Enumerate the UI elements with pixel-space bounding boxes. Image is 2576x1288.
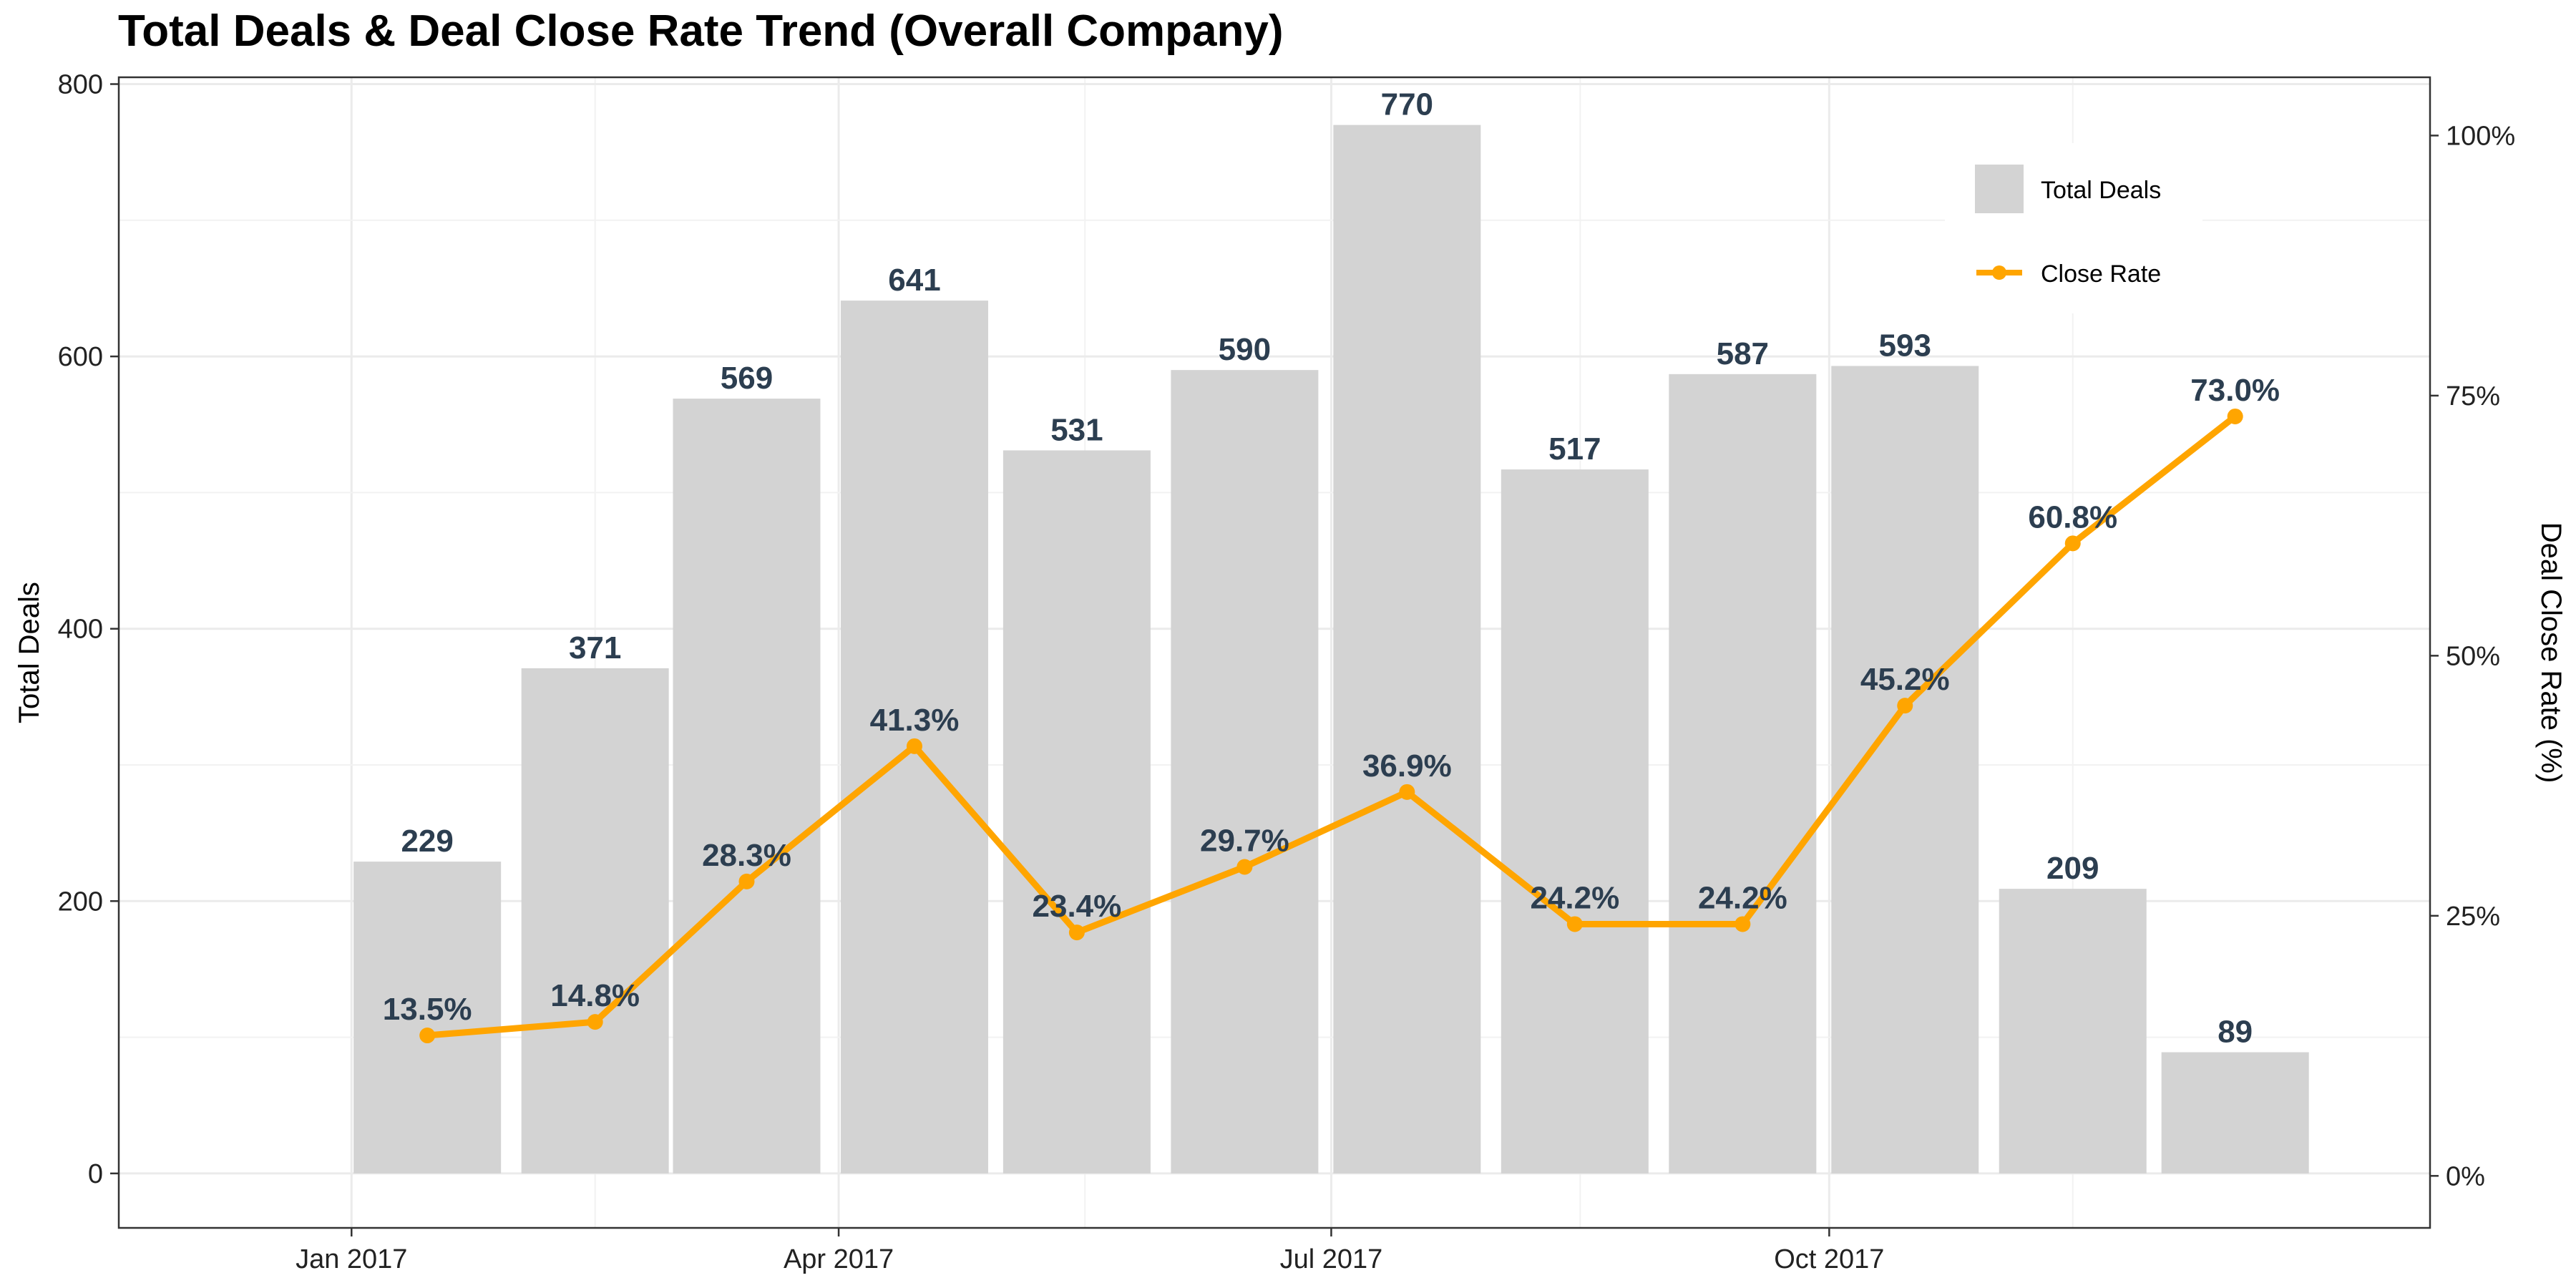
close-rate-value-label: 24.2% [1698, 880, 1787, 915]
close-rate-value-label: 14.8% [550, 978, 640, 1013]
bar-value-label: 531 [1050, 412, 1103, 447]
chart-title: Total Deals & Deal Close Rate Trend (Ove… [118, 6, 1284, 56]
close-rate-value-label: 28.3% [702, 838, 791, 873]
close-rate-value-label: 29.7% [1200, 824, 1289, 859]
bar-value-label: 209 [2046, 851, 2099, 886]
y-left-tick-label: 600 [58, 342, 103, 372]
bar-value-label: 587 [1717, 336, 1769, 371]
y-left-tick-label: 200 [58, 887, 103, 917]
y-left-tick-label: 0 [88, 1159, 103, 1189]
close-rate-line-group [419, 408, 2243, 1044]
y-right-tick-label: 100% [2446, 121, 2515, 151]
y-right-tick-label: 50% [2446, 641, 2500, 671]
close-rate-point [1236, 859, 1253, 875]
bar-total-deals [1002, 450, 1151, 1174]
bar-total-deals [1999, 889, 2147, 1174]
bar-total-deals [1333, 125, 1481, 1174]
close-rate-point [2227, 408, 2243, 424]
legend-label-total-deals: Total Deals [2041, 177, 2161, 204]
bar-total-deals [353, 862, 502, 1174]
legend-key-total-deals [1975, 165, 2024, 213]
axes: 0 200 400 600 800 0% 25% 50% 75% 100% Jan 2017 Apr … [14, 70, 2567, 1274]
close-rate-value-label: 45.2% [1860, 662, 1950, 697]
close-rate-point [587, 1014, 603, 1030]
close-rate-line [424, 413, 2239, 1039]
close-rate-value-label: 23.4% [1033, 889, 1122, 924]
bar-value-label: 593 [1879, 328, 1931, 363]
legend-key-close-rate-point [1992, 265, 2006, 280]
bar-value-label: 569 [721, 361, 773, 396]
bar-value-label: 371 [569, 630, 621, 665]
close-rate-value-label: 73.0% [2190, 373, 2280, 408]
close-rate-point [2064, 535, 2081, 552]
bar-value-label: 89 [2218, 1015, 2253, 1050]
bar-value-label: 590 [1219, 332, 1271, 367]
close-rate-point [1566, 916, 1583, 932]
x-tick-label: Jan 2017 [296, 1244, 407, 1274]
y-right-axis-title: Deal Close Rate (%) [2535, 522, 2567, 784]
y-right-tick-label: 0% [2446, 1161, 2485, 1191]
bar-value-label: 770 [1381, 87, 1433, 122]
bar-total-deals [1669, 374, 1817, 1174]
bar-total-deals [673, 399, 821, 1174]
legend-label-close-rate: Close Rate [2041, 260, 2161, 288]
close-rate-point [738, 873, 755, 889]
close-rate-value-label: 36.9% [1362, 748, 1452, 784]
close-rate-value-label: 41.3% [870, 703, 960, 738]
bar-total-deals [521, 668, 669, 1174]
close-rate-point [419, 1028, 436, 1044]
close-rate-value-label: 60.8% [2028, 499, 2117, 535]
y-left-axis-title: Total Deals [14, 582, 45, 723]
close-rate-value-label: 24.2% [1530, 880, 1619, 915]
bar-value-label: 641 [888, 263, 940, 298]
bar-value-label: 517 [1548, 431, 1601, 467]
close-rate-point [1399, 784, 1415, 800]
y-left-tick-label: 400 [58, 615, 103, 645]
y-right-tick-label: 25% [2446, 902, 2500, 932]
close-rate-point [1735, 916, 1751, 932]
x-tick-label: Apr 2017 [784, 1244, 894, 1274]
close-rate-value-label: 13.5% [383, 992, 472, 1027]
bar-total-deals [1171, 370, 1319, 1174]
x-tick-label: Jul 2017 [1280, 1244, 1383, 1274]
y-right-tick-label: 75% [2446, 381, 2500, 411]
legend: Total Deals Close Rate [1945, 143, 2202, 313]
bar-total-deals [840, 301, 988, 1174]
bar-total-deals [1501, 469, 1649, 1174]
close-rate-point [1897, 698, 1913, 714]
data-labels: 229 371 569 641 531 590 770 517 587 593 209 89 13.5%… [383, 87, 2280, 1050]
bar-total-deals [2161, 1052, 2309, 1174]
plot-border [117, 76, 2431, 1229]
y-left-tick-label: 800 [58, 70, 103, 100]
bar-value-label: 229 [401, 824, 453, 859]
x-tick-label: Oct 2017 [1774, 1244, 1884, 1274]
close-rate-point [1068, 924, 1085, 941]
close-rate-point [906, 738, 922, 754]
